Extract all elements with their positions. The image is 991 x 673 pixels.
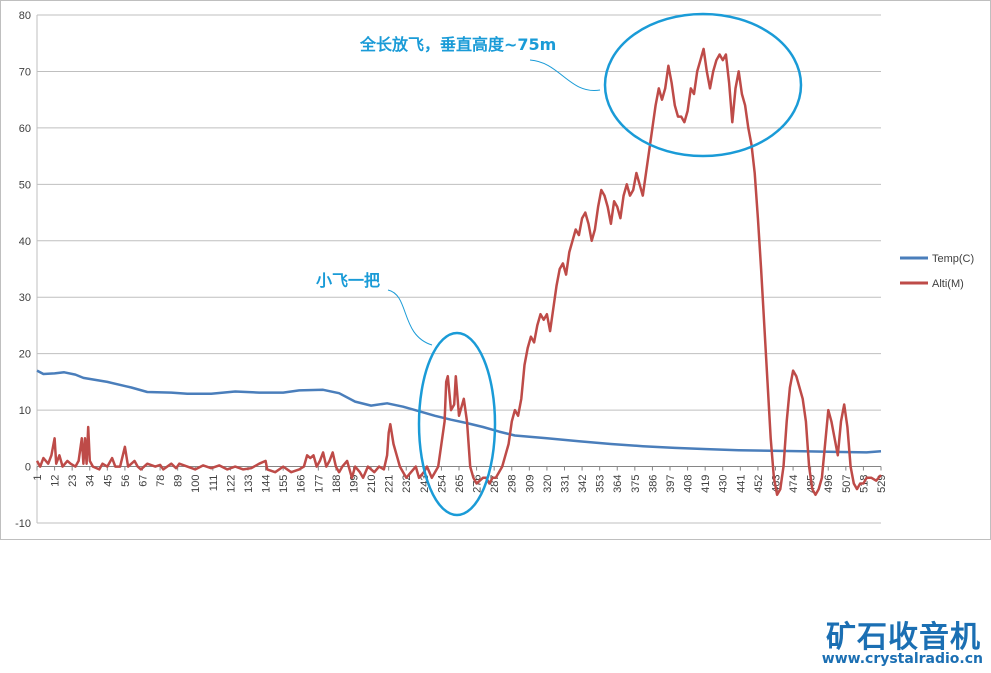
x-tick-label: 419: [700, 475, 712, 493]
callout-ellipse-high: [603, 12, 803, 158]
callout-leader-high: [529, 59, 601, 91]
legend: Temp(C) Alti(M): [900, 253, 974, 290]
annotation-low: 小飞一把: [316, 271, 380, 290]
y-tick-label: 60: [19, 123, 31, 135]
x-tick-label: 177: [313, 475, 325, 493]
x-tick-label: 221: [384, 475, 396, 493]
legend-label-temp: Temp(C): [932, 253, 974, 265]
x-axis-ticks: 1 12 23 34 45 56 67 78 89 100 111 122 133 144 155 166 17…: [32, 466, 888, 493]
x-tick-label: 56: [120, 475, 132, 487]
x-tick-label: 210: [366, 475, 378, 493]
x-tick-label: 12: [50, 475, 62, 487]
y-tick-label: 20: [19, 349, 31, 361]
x-tick-label: 408: [683, 475, 695, 493]
y-tick-label: 30: [19, 292, 31, 304]
watermark-url: www.crystalradio.cn: [821, 651, 983, 667]
x-tick-label: 232: [401, 475, 413, 493]
x-tick-label: 331: [560, 475, 572, 493]
x-tick-label: 67: [138, 475, 150, 487]
x-tick-label: 199: [349, 475, 361, 493]
x-tick-label: 364: [612, 475, 624, 493]
x-tick-label: 89: [173, 475, 185, 487]
x-tick-label: 166: [296, 475, 308, 493]
x-tick-label: 375: [630, 475, 642, 493]
x-tick-label: 309: [524, 475, 536, 493]
callout-leader-low: [387, 289, 433, 346]
x-tick-label: 474: [788, 475, 800, 493]
x-tick-label: 188: [331, 475, 343, 493]
y-tick-label: 40: [19, 236, 31, 248]
y-tick-label: 80: [19, 10, 31, 22]
chart-frame: [0, 0, 991, 540]
x-tick-label: 298: [507, 475, 519, 493]
x-tick-label: 320: [542, 475, 554, 493]
x-tick-label: 1: [32, 475, 44, 481]
series-layer: [35, 47, 882, 497]
x-tick-label: 496: [823, 475, 835, 493]
grid-layer: [36, 14, 881, 524]
x-tick-label: 45: [102, 475, 114, 487]
x-tick-label: 111: [208, 475, 220, 492]
x-tick-label: 78: [155, 475, 167, 487]
watermark-logo-text: 矿石收音机: [826, 620, 981, 655]
x-tick-label: 144: [261, 475, 273, 493]
series-line-alti: [35, 47, 882, 497]
x-tick-label: 100: [190, 475, 202, 493]
annotation-layer: 全长放飞，垂直高度~75m 小飞一把: [316, 12, 803, 517]
legend-label-alti: Alti(M): [932, 278, 964, 290]
x-tick-label: 122: [225, 475, 237, 493]
x-tick-label: 23: [67, 475, 79, 487]
y-tick-label: 70: [19, 66, 31, 78]
y-tick-label: 0: [25, 462, 31, 474]
x-tick-label: 133: [243, 475, 255, 493]
y-tick-label: -10: [15, 518, 31, 530]
x-tick-label: 452: [753, 475, 765, 493]
y-tick-label: 50: [19, 179, 31, 191]
x-tick-label: 430: [718, 475, 730, 493]
x-tick-label: 34: [85, 475, 97, 487]
x-tick-label: 342: [577, 475, 589, 493]
x-tick-label: 441: [735, 475, 747, 493]
callout-ellipse-low: [417, 331, 497, 517]
x-tick-label: 397: [665, 475, 677, 493]
x-tick-label: 386: [647, 475, 659, 493]
x-tick-label: 265: [454, 475, 466, 493]
y-tick-label: 10: [19, 405, 31, 417]
annotation-high: 全长放飞，垂直高度~75m: [359, 35, 556, 54]
x-tick-label: 507: [841, 475, 853, 493]
chart-svg: -10 0 10 20 30 40 50 60 70 80 1 12 23 34 45 56 67 78 89 10…: [15, 10, 974, 530]
x-tick-label: 254: [436, 475, 448, 493]
y-axis-ticks: -10 0 10 20 30 40 50 60 70 80: [15, 10, 31, 530]
series-line-temp: [36, 369, 882, 454]
x-tick-label: 155: [278, 475, 290, 493]
x-tick-label: 353: [595, 475, 607, 493]
